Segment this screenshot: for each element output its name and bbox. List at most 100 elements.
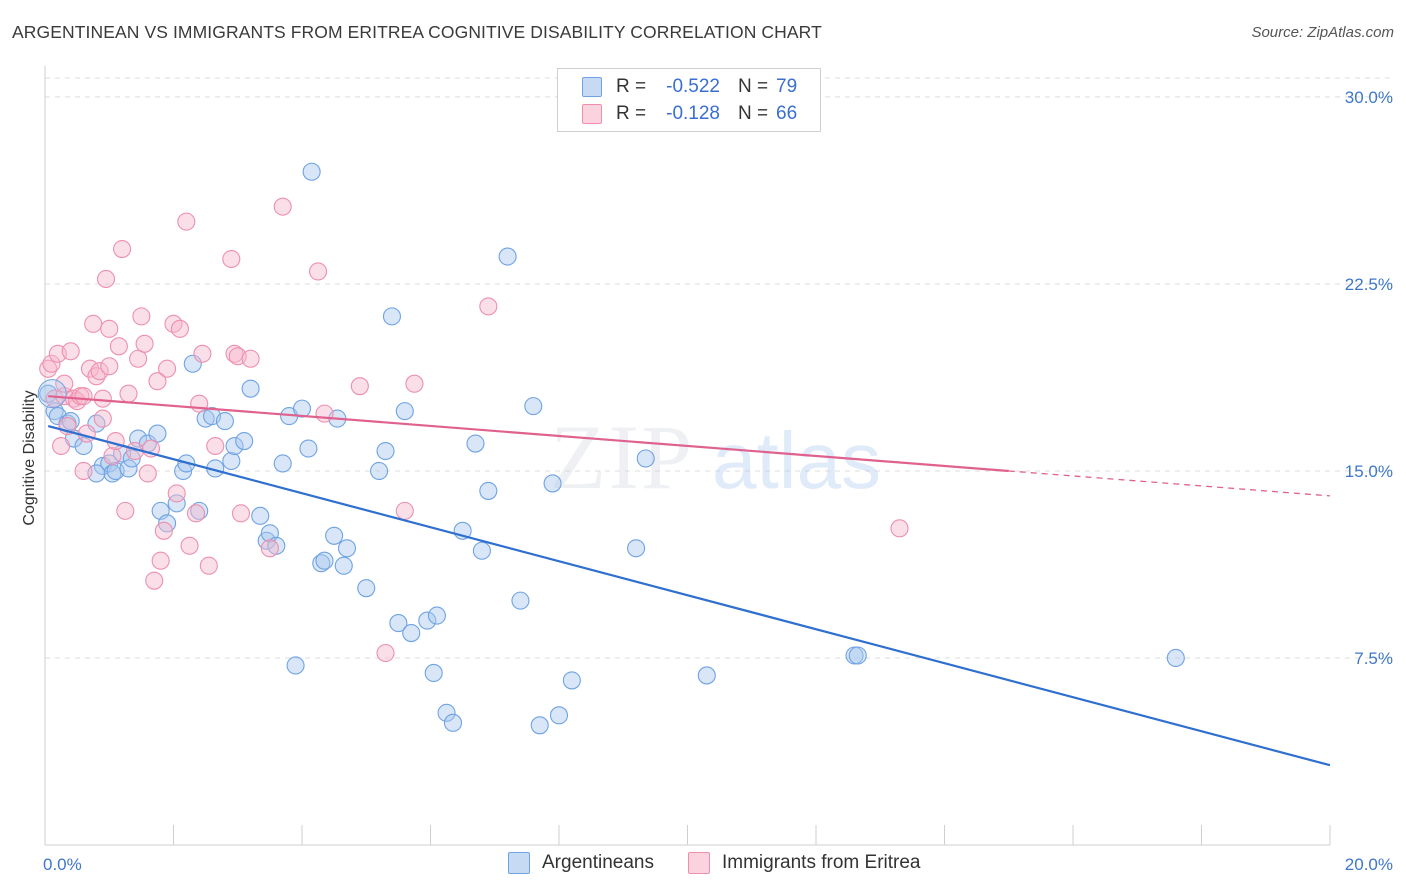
data-point [222,249,241,269]
data-point [405,374,424,393]
data-point [116,501,135,520]
data-point [39,359,58,378]
bottom-legend-swatch-eritrea [688,852,710,874]
trend-line-extension [1008,470,1331,497]
data-point [148,372,167,391]
legend-swatch-eritrea [582,104,602,124]
data-point [119,384,138,403]
data-point [235,431,254,451]
data-point [77,424,96,443]
data-point [312,554,331,573]
data-point [74,461,93,481]
legend-r-value: -0.128 [666,103,720,124]
data-point [309,262,328,281]
data-point [395,501,414,520]
data-point [562,671,581,690]
data-point [543,474,562,493]
bottom-legend-label-eritrea: Immigrants from Eritrea [722,852,921,873]
data-point [524,397,543,416]
data-point [402,623,421,643]
data-point [334,556,353,575]
legend-row-eritrea: R = -0.128 N = 66 [582,102,797,126]
data-point [167,494,186,513]
data-point [241,349,260,368]
data-point [627,539,646,558]
data-point [337,539,357,558]
data-point [106,431,125,451]
data-point [273,197,292,216]
bottom-legend-swatch-argentineans [508,852,530,874]
data-point [113,239,132,259]
data-point [357,579,376,598]
data-point [145,571,164,590]
data-point [206,436,225,456]
data-point [151,551,170,570]
data-point [45,402,64,421]
data-point [129,349,148,368]
data-point [61,412,80,431]
data-point [158,359,177,378]
data-point [186,504,206,523]
bottom-legend: Argentineans Immigrants from Eritrea [0,852,1406,878]
data-point [427,606,446,625]
data-point [132,307,151,326]
chart-title: ARGENTINEAN VS IMMIGRANTS FROM ERITREA C… [12,22,822,42]
data-point [325,526,344,545]
data-points [37,162,1185,735]
data-point [315,551,334,570]
data-point [376,441,395,461]
data-point [52,436,71,456]
data-point [199,556,218,575]
data-point [443,713,463,732]
data-point [418,611,437,630]
trend-line [48,395,1009,473]
data-point [84,314,103,333]
data-point [190,394,209,413]
data-point [376,643,395,663]
data-point [466,434,485,453]
watermark-atlas: atlas [712,416,881,505]
legend-r-label: R = [616,76,647,97]
data-point [697,666,716,685]
data-point [222,451,241,471]
legend-n-value: 66 [776,103,798,124]
stats-legend: R = -0.522 N = 79 R = -0.128 N = 66 [557,68,821,132]
trend-line [47,425,1331,767]
x-tick-label-max: 20.0% [1345,855,1393,874]
y-tick-label: 30.0% [1345,88,1393,107]
data-point [530,716,549,735]
bottom-legend-label-argentineans: Argentineans [542,852,654,873]
x-tick-label-min: 0.0% [43,855,82,874]
data-point [395,402,414,421]
data-point [382,307,402,326]
data-point [241,379,260,398]
legend-n-label: N = [738,76,769,97]
legend-r-label: R = [616,103,647,124]
data-point [100,319,119,338]
data-point [74,387,93,406]
legend-n-value: 79 [776,76,798,97]
bottom-legend-argentineans: Argentineans [508,852,654,874]
data-point [42,354,61,373]
y-axis-label: Cognitive Disability [21,390,38,525]
data-point [636,449,655,468]
tick-labels: 7.5% 15.0% 22.5% 30.0% 0.0% 20.0% [43,88,1393,874]
data-point [424,663,443,682]
data-point [890,519,909,538]
data-point [135,334,154,353]
bottom-legend-eritrea: Immigrants from Eritrea [688,852,920,874]
y-tick-label: 22.5% [1345,275,1393,294]
axes [44,66,1331,846]
data-point [215,412,234,431]
data-point [87,367,106,386]
data-point [479,481,498,500]
data-point [193,344,212,363]
data-point [472,541,491,560]
data-point [154,521,173,540]
data-point [103,446,122,466]
watermark-zip: ZIP [550,406,694,508]
chart-source: Source: ZipAtlas.com [1251,24,1394,41]
data-point [251,506,270,525]
legend-r-value: -0.522 [666,76,720,97]
